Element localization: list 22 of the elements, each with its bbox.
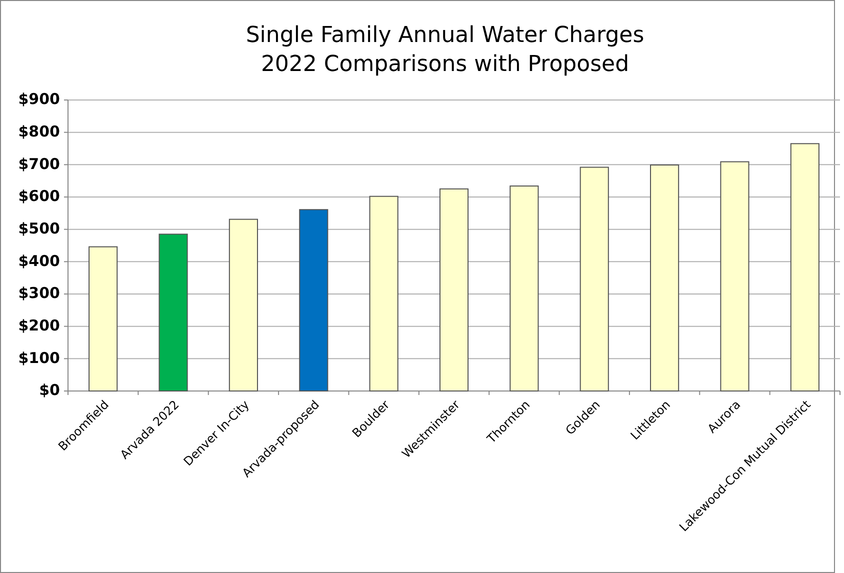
chart-title: Single Family Annual Water Charges 2022 Comparisons with Proposed — [246, 23, 644, 78]
y-tick-label: $800 — [18, 122, 60, 140]
bar — [228, 218, 258, 392]
y-tick-label: $200 — [18, 316, 60, 334]
bar — [510, 186, 539, 392]
bar — [158, 234, 188, 392]
bar — [650, 164, 680, 392]
bar — [580, 166, 609, 392]
y-tick-label: $400 — [18, 252, 60, 270]
y-tick-label: $700 — [18, 154, 60, 173]
y-tick-label: $900 — [18, 90, 60, 108]
bar — [299, 209, 328, 392]
y-tick-label: $100 — [18, 348, 60, 367]
bar — [439, 188, 469, 392]
bar — [369, 196, 398, 392]
y-tick-label: $300 — [18, 284, 60, 302]
y-tick-label: $600 — [18, 187, 60, 206]
bar — [790, 143, 820, 392]
bar — [720, 161, 750, 392]
y-tick-label: $500 — [18, 219, 60, 238]
bar — [88, 246, 118, 392]
y-tick-label: $0 — [39, 381, 60, 400]
